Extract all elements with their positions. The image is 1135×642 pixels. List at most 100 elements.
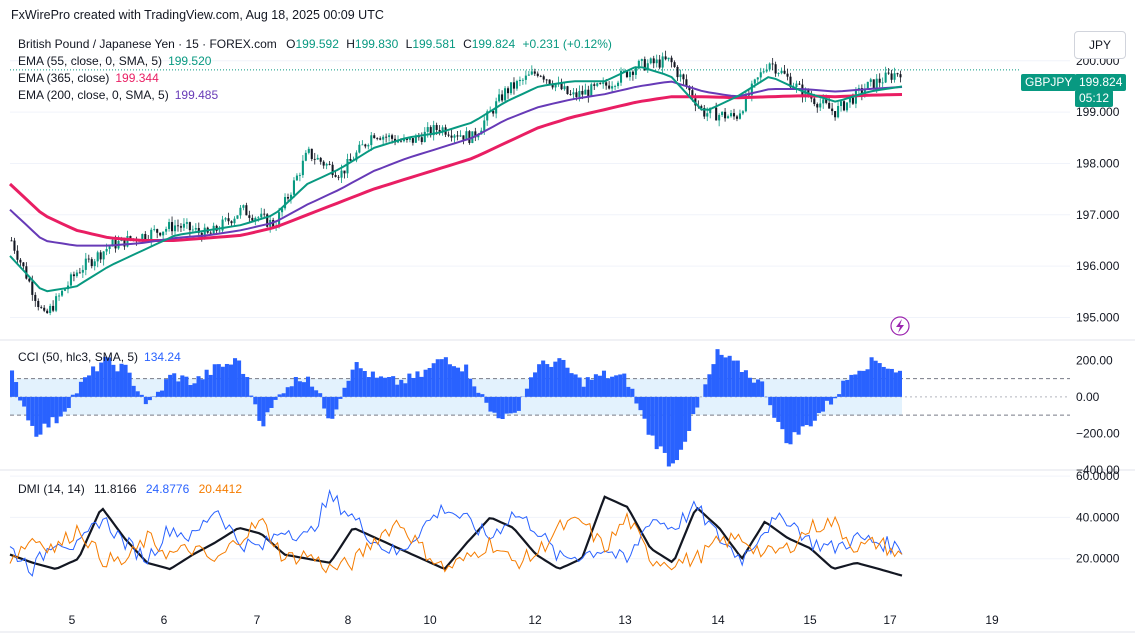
candle-body [248,215,251,218]
cci-bar [857,370,862,397]
time-tick-label: 7 [254,613,261,627]
ticker-badge: GBPJPY [1021,74,1077,91]
candle-body [438,129,441,132]
candle-body [608,85,611,89]
cci-tick-label: −200.00 [1076,426,1120,440]
candle-body [150,229,153,241]
close-label: C [463,37,472,51]
price-tick-label: 199.000 [1076,105,1120,119]
cci-bar [265,396,270,413]
cci-bar [18,396,23,401]
candle-body [426,127,429,132]
candle-body [399,140,403,142]
cci-legend[interactable]: CCI (50, hlc3, SMA, 5) 134.24 [18,350,181,364]
candle-body [46,310,49,313]
cci-bar [427,367,432,397]
adx-value: 11.8166 [94,482,137,496]
candle-body [191,229,194,231]
ema55-value: 199.520 [168,54,212,68]
cci-bar [484,396,489,403]
cci-bar [22,396,27,407]
cci-bar [46,396,51,428]
cci-bar [54,396,59,424]
cci-bar [147,396,152,401]
candle-body [771,63,774,65]
candle-body [385,136,388,138]
cci-bar [719,354,724,397]
candle-body [367,145,370,147]
cci-bar [634,396,639,404]
candle-body [355,152,358,161]
candle-body [700,106,703,108]
cci-bar [711,364,716,397]
cci-bar [297,381,302,397]
cci-bar [597,375,602,397]
candle-body [789,76,792,88]
currency-button[interactable]: JPY [1074,31,1126,59]
cci-bar [751,382,757,397]
cci-bar [338,396,343,399]
ema55-legend[interactable]: EMA (55, close, 0, SMA, 5) 199.520 [18,54,211,68]
cci-bar [577,377,582,397]
candle-body [706,113,709,117]
cci-bar [731,360,736,397]
candle-body [783,70,786,74]
ema365-legend[interactable]: EMA (365, close) 199.344 [18,71,159,85]
cci-bar [691,396,696,415]
candle-body [521,79,524,81]
cci-bar [391,376,396,397]
candle-body [34,294,37,301]
ema200-label: EMA (200, close, 0, SMA, 5) [18,88,169,102]
candle-body [506,88,510,94]
cci-bar [14,382,19,397]
candle-body [90,259,93,267]
candle-body [108,246,111,249]
cci-bar [679,396,684,450]
candle-body [759,72,762,78]
candle-body [301,160,304,176]
cci-bar [192,383,197,397]
candle-body [96,252,99,262]
cci-bar [107,357,112,397]
candle-body [857,88,860,90]
cci-bar [164,379,169,397]
cci-bar [585,377,590,397]
candle-body [429,127,432,136]
candle-body [263,213,266,215]
candle-body [691,90,694,99]
dmi-tick-label: 40.0000 [1076,510,1120,524]
low-label: L [405,37,413,51]
candle-body [176,225,180,227]
candle-body [388,135,391,138]
dmi-legend[interactable]: DMI (14, 14) 11.8166 24.8776 20.4412 [18,482,242,496]
candle-body [423,131,426,143]
symbol-legend[interactable]: British Pound / Japanese Yen · 15 · FORE… [18,37,612,51]
candle-body [257,217,260,219]
change-value: +0.231 (+0.12%) [522,37,612,51]
cci-bar [849,374,854,397]
cci-bar [569,373,574,397]
candle-body [105,248,108,252]
candle-body [637,60,640,69]
cci-bar [512,396,517,413]
cci-bar [885,368,890,397]
price-tick-label: 195.000 [1076,310,1120,324]
candle-body [744,94,747,112]
candle-body [709,107,712,114]
cci-bar [658,396,663,447]
ema200-legend[interactable]: EMA (200, close, 0, SMA, 5) 199.485 [18,88,218,102]
cci-bar [200,379,205,397]
cci-bar [196,376,201,397]
candle-body [156,229,159,233]
candle-body [527,74,530,76]
cci-bar [727,355,732,397]
candle-body [673,62,676,67]
candle-body [239,207,242,216]
candle-body [840,101,843,107]
cci-bar [683,396,688,442]
cci-bar [516,396,521,411]
candle-body [260,213,263,218]
ema365-value: 199.344 [115,71,159,85]
candle-body [295,175,298,181]
